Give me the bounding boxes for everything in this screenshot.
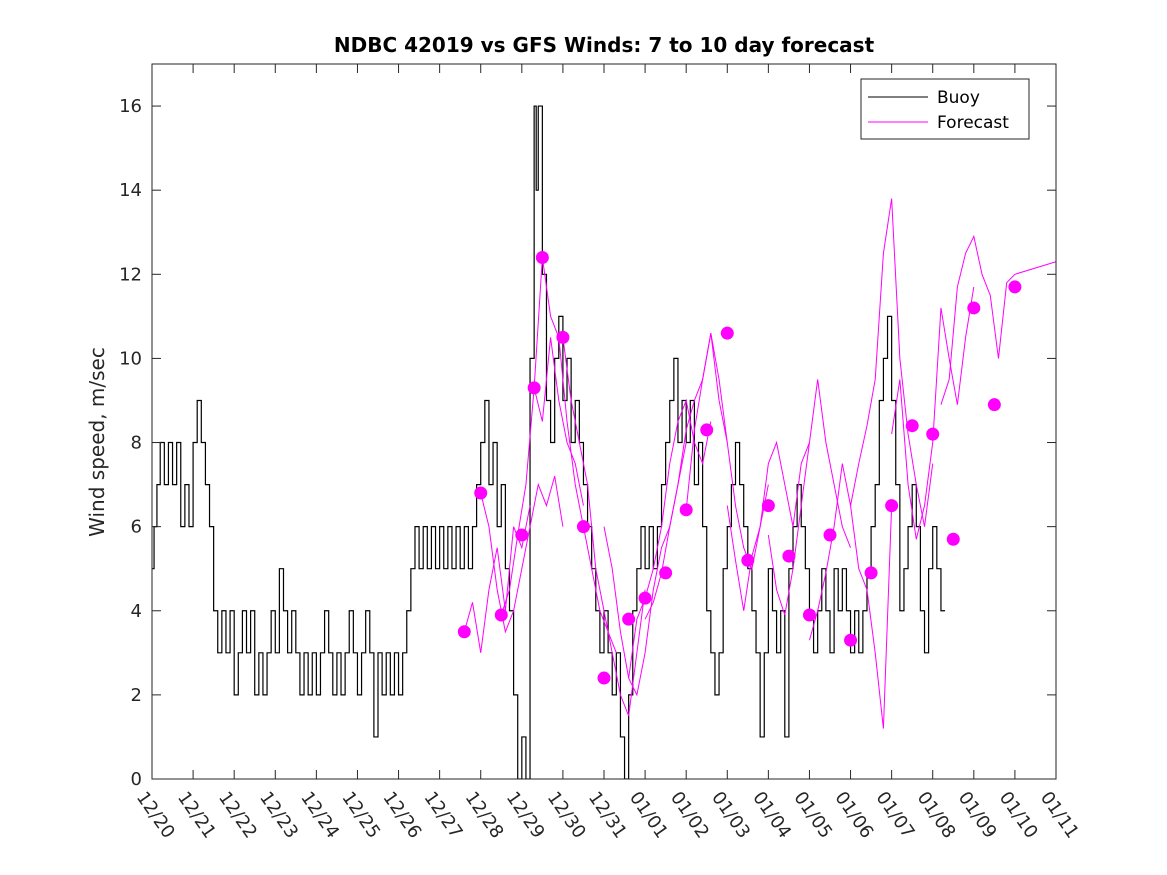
forecast-run-line-10 bbox=[726, 440, 810, 611]
forecast-marker-5 bbox=[527, 381, 541, 395]
plot-area bbox=[152, 105, 1056, 779]
forecast-marker-4 bbox=[515, 528, 529, 542]
y-axis-label: Wind speed, m/sec bbox=[85, 347, 109, 537]
forecast-marker-29 bbox=[1008, 280, 1022, 294]
forecast-run-line-4 bbox=[533, 257, 617, 654]
forecast-marker-23 bbox=[885, 499, 899, 513]
forecast-marker-17 bbox=[761, 499, 775, 513]
forecast-run-line-8 bbox=[644, 333, 728, 620]
forecast-marker-2 bbox=[474, 486, 488, 500]
legend-forecast-label: Forecast bbox=[937, 113, 1009, 133]
forecast-marker-3 bbox=[494, 608, 508, 622]
forecast-marker-7 bbox=[556, 330, 570, 344]
forecast-marker-11 bbox=[638, 591, 652, 605]
y-tick-label-12: 12 bbox=[119, 264, 142, 285]
forecast-run-line-5 bbox=[562, 337, 646, 717]
y-tick-label-4: 4 bbox=[131, 601, 142, 622]
forecast-marker-26 bbox=[946, 532, 960, 546]
forecast-marker-20 bbox=[823, 528, 837, 542]
series-group bbox=[152, 105, 1056, 779]
y-tick-label-6: 6 bbox=[131, 517, 142, 538]
legend-buoy-label: Buoy bbox=[937, 88, 980, 108]
forecast-marker-24 bbox=[905, 419, 919, 433]
y-tick-label-0: 0 bbox=[131, 769, 142, 790]
forecast-marker-13 bbox=[679, 503, 693, 517]
y-tick-label-8: 8 bbox=[131, 433, 142, 454]
forecast-run-line-9 bbox=[685, 333, 769, 571]
forecast-marker-27 bbox=[967, 301, 981, 315]
forecast-marker-10 bbox=[622, 612, 636, 626]
y-tick-label-14: 14 bbox=[119, 180, 142, 201]
legend-box bbox=[860, 78, 1030, 140]
forecast-marker-16 bbox=[741, 553, 755, 567]
forecast-run-line-15 bbox=[940, 234, 1056, 405]
forecast-marker-18 bbox=[782, 549, 796, 563]
forecast-marker-1 bbox=[457, 625, 471, 639]
forecast-run-line-11 bbox=[767, 379, 852, 616]
forecast-run-line-13 bbox=[850, 198, 934, 527]
forecast-marker-9 bbox=[597, 671, 611, 685]
legend: Buoy Forecast bbox=[860, 78, 1030, 140]
chart-title: NDBC 42019 vs GFS Winds: 7 to 10 day for… bbox=[334, 33, 875, 57]
forecast-marker-14 bbox=[700, 423, 714, 437]
forecast-marker-6 bbox=[535, 250, 549, 264]
forecast-marker-15 bbox=[720, 326, 734, 340]
forecast-marker-28 bbox=[987, 398, 1001, 412]
forecast-marker-19 bbox=[802, 608, 816, 622]
y-tick-label-2: 2 bbox=[131, 685, 142, 706]
forecast-run-line-14 bbox=[891, 286, 975, 540]
forecast-run-line-7 bbox=[628, 398, 712, 679]
forecast-marker-8 bbox=[576, 520, 590, 534]
forecast-marker-22 bbox=[864, 566, 878, 580]
y-tick-label-16: 16 bbox=[119, 96, 142, 117]
forecast-marker-25 bbox=[926, 427, 940, 441]
forecast-run-line-2 bbox=[480, 476, 564, 634]
forecast-run-line-3 bbox=[500, 337, 584, 616]
forecast-marker-12 bbox=[659, 566, 673, 580]
forecast-marker-21 bbox=[844, 633, 858, 647]
y-tick-label-10: 10 bbox=[119, 348, 142, 369]
